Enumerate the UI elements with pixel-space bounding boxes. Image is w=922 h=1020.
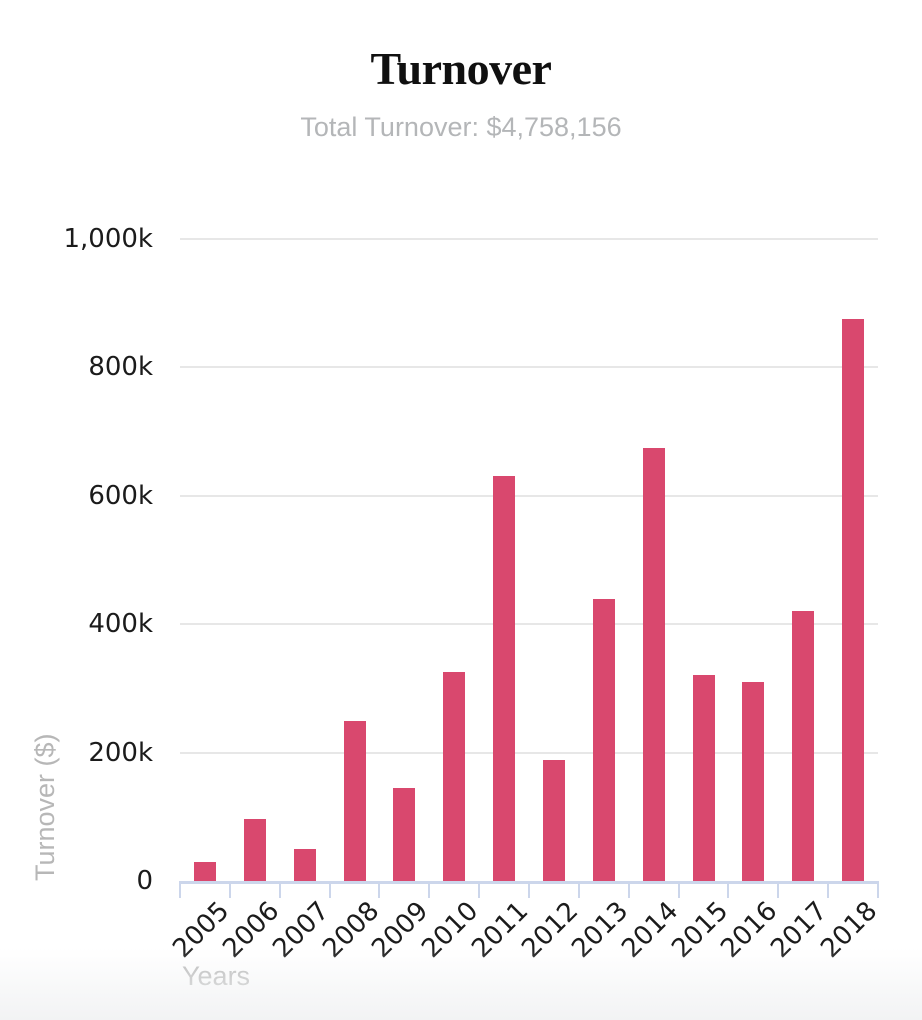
bar-2015[interactable] (692, 674, 715, 881)
bar-2006[interactable] (243, 818, 266, 881)
y-gridline (180, 366, 878, 369)
x-axis-tick-mark (428, 884, 431, 898)
y-axis-tick-label: 200k (88, 737, 153, 768)
bar-2012[interactable] (542, 759, 565, 881)
y-gridline (180, 238, 878, 240)
bar-2010[interactable] (443, 672, 466, 881)
y-axis-tick-label: 600k (88, 480, 153, 511)
y-axis-tick-label: 1,000k (63, 224, 154, 254)
y-gridline (180, 494, 878, 497)
y-axis-title: Turnover ($) (30, 733, 60, 881)
bar-2005[interactable] (193, 862, 216, 881)
x-axis-tick-mark (528, 884, 530, 898)
x-axis-tick-mark (228, 884, 231, 898)
x-axis-tick-mark (179, 884, 181, 898)
x-axis-tick-mark (677, 884, 680, 898)
bar-2017[interactable] (792, 610, 815, 881)
bar-2008[interactable] (343, 720, 366, 881)
bar-2011[interactable] (493, 475, 516, 881)
chart-title: Turnover (370, 43, 552, 94)
bar-2007[interactable] (293, 848, 316, 881)
bar-2009[interactable] (393, 787, 416, 881)
x-axis-tick-mark (727, 884, 730, 898)
x-axis-tick-mark (328, 884, 331, 898)
x-axis-title: Years (182, 961, 251, 991)
x-axis-tick-mark (777, 884, 780, 898)
x-axis-tick-mark (577, 884, 580, 898)
y-axis-tick-label: 400k (88, 609, 153, 640)
y-axis-tick-label: 0 (136, 866, 153, 896)
bar-2018[interactable] (842, 319, 865, 881)
x-axis-tick-mark (378, 884, 381, 898)
x-axis-tick-mark (827, 884, 830, 898)
bar-2016[interactable] (742, 681, 765, 881)
x-axis-tick-mark (627, 884, 630, 898)
y-gridline (180, 623, 878, 626)
y-gridline (180, 751, 878, 754)
x-axis-line (179, 881, 879, 884)
y-axis-tick-label: 800k (88, 352, 153, 383)
x-axis-tick-mark (877, 884, 879, 898)
chart-subtitle: Total Turnover: $4,758,156 (300, 112, 622, 142)
x-axis-tick-mark (478, 884, 481, 898)
bar-2013[interactable] (592, 598, 615, 881)
bar-2014[interactable] (642, 447, 665, 881)
x-axis-tick-mark (278, 884, 281, 898)
